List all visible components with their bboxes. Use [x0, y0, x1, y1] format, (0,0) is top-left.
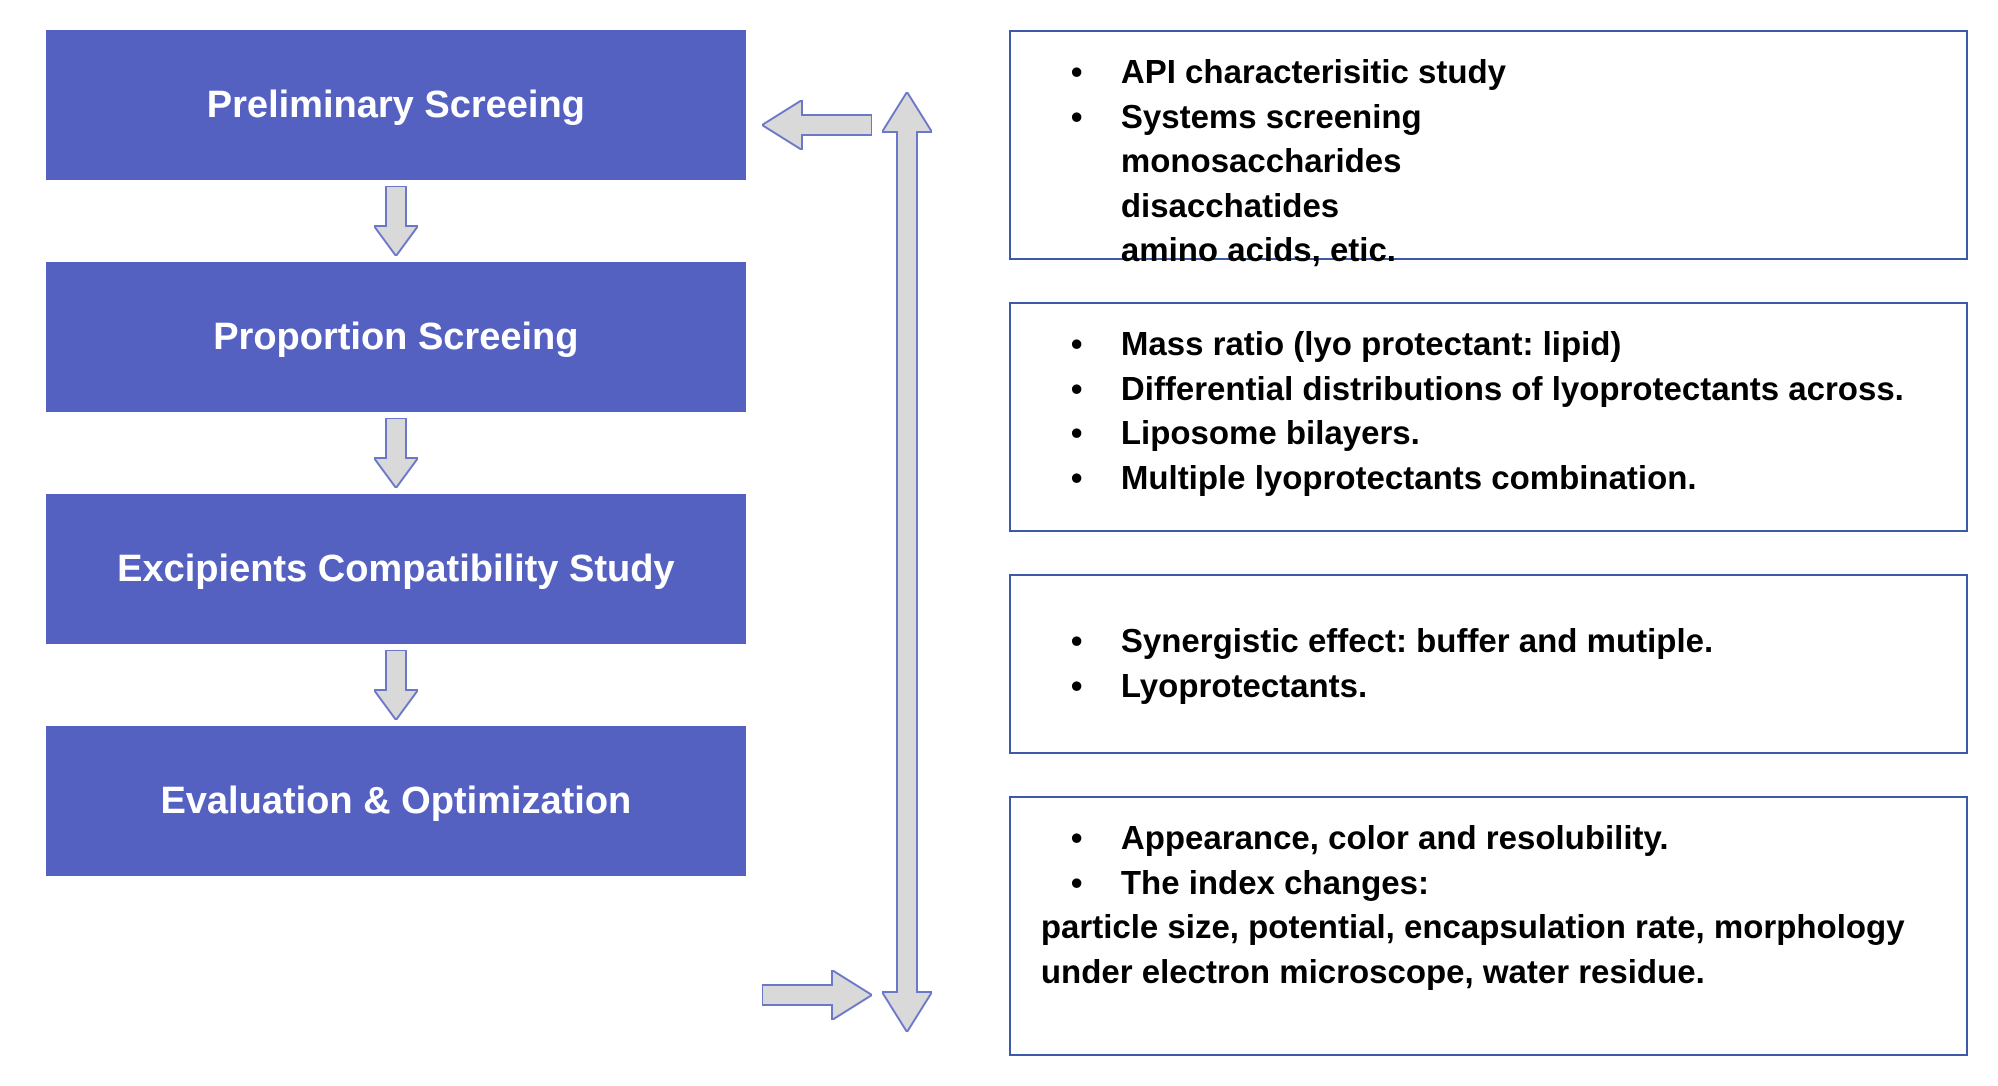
process-steps-column: Preliminary Screeing Proportion Screeing… — [30, 30, 762, 1066]
step-proportion-screening: Proportion Screeing — [46, 262, 746, 412]
step-label: Proportion Screeing — [213, 316, 578, 359]
detail-line: Lyoprotectants. — [1041, 664, 1713, 709]
detail-line: particle size, potential, encapsulation … — [1041, 905, 1936, 994]
right-arrow-icon — [762, 970, 872, 1020]
details-column: API characterisitic study Systems screen… — [1009, 30, 1968, 1066]
detail-line: Systems screening — [1041, 95, 1936, 140]
detail-line: Synergistic effect: buffer and mutiple. — [1041, 619, 1713, 664]
detail-box-evaluation: Appearance, color and resolubility. The … — [1009, 796, 1968, 1056]
detail-line: Multiple lyoprotectants combination. — [1041, 456, 1936, 501]
left-arrow-icon — [762, 100, 872, 150]
detail-line: Mass ratio (lyo protectant: lipid) — [1041, 322, 1936, 367]
step-label: Excipients Compatibility Study — [117, 548, 674, 591]
detail-list: API characterisitic study Systems screen… — [1041, 50, 1936, 273]
detail-line: monosaccharides — [1041, 139, 1936, 184]
detail-list: Synergistic effect: buffer and mutiple. … — [1041, 619, 1713, 708]
step-excipients-compatibility: Excipients Compatibility Study — [46, 494, 746, 644]
step-preliminary-screening: Preliminary Screeing — [46, 30, 746, 180]
detail-box-excipients: Synergistic effect: buffer and mutiple. … — [1009, 574, 1968, 754]
down-arrow-icon — [374, 418, 418, 488]
detail-line: API characterisitic study — [1041, 50, 1936, 95]
down-arrow-icon — [374, 650, 418, 720]
step-label: Evaluation & Optimization — [160, 780, 631, 823]
detail-line: disacchatides — [1041, 184, 1936, 229]
detail-line: Liposome bilayers. — [1041, 411, 1936, 456]
detail-line: amino acids, etic. — [1041, 228, 1936, 273]
down-arrow-icon — [374, 186, 418, 256]
detail-box-preliminary: API characterisitic study Systems screen… — [1009, 30, 1968, 260]
detail-line: The index changes: — [1041, 861, 1936, 906]
detail-list: Mass ratio (lyo protectant: lipid) Diffe… — [1041, 322, 1936, 500]
step-evaluation-optimization: Evaluation & Optimization — [46, 726, 746, 876]
diagram-container: Preliminary Screeing Proportion Screeing… — [0, 0, 1998, 1086]
detail-line: Appearance, color and resolubility. — [1041, 816, 1936, 861]
detail-box-proportion: Mass ratio (lyo protectant: lipid) Diffe… — [1009, 302, 1968, 532]
detail-line: Differential distributions of lyoprotect… — [1041, 367, 1936, 412]
detail-list: Appearance, color and resolubility. The … — [1041, 816, 1936, 994]
vertical-double-arrow-icon — [882, 92, 932, 1032]
step-label: Preliminary Screeing — [207, 84, 585, 127]
connector-column — [762, 30, 1009, 1066]
